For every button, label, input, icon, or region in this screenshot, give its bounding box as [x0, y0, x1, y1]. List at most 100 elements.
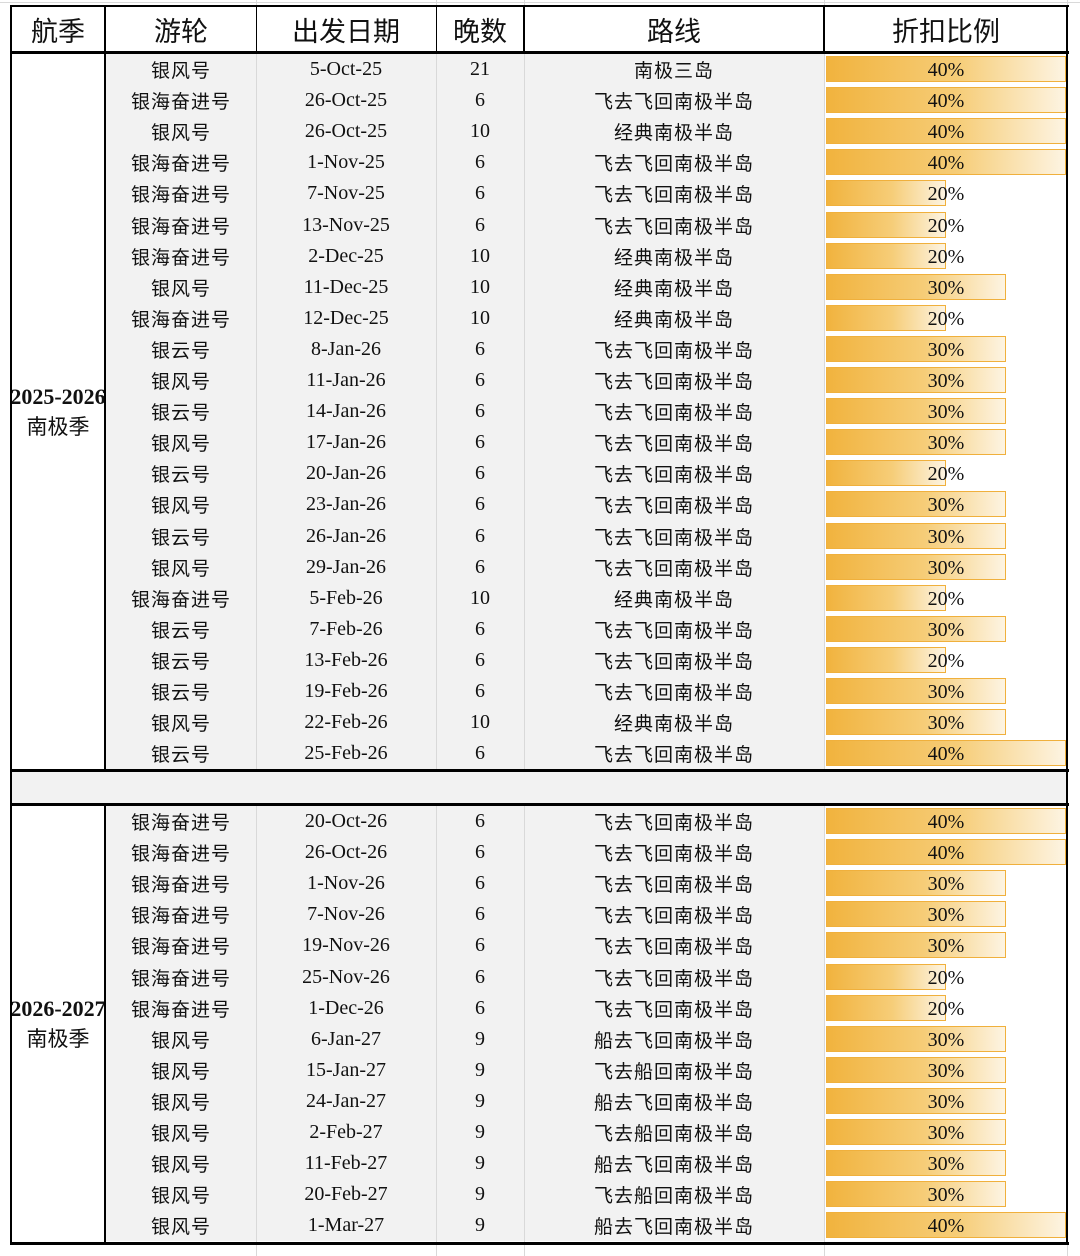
discount-bar: [826, 491, 1006, 518]
cell-route: 船去飞回南极半岛: [593, 1029, 754, 1052]
cell-ship: 银风号: [150, 122, 211, 145]
grid-line: [524, 0, 525, 1256]
cell-ship: 银海奋进号: [130, 91, 231, 114]
cell-ship: 银风号: [150, 1185, 211, 1208]
cell-route: 经典南极半岛: [613, 308, 734, 331]
cell-ship: 银海奋进号: [130, 308, 231, 331]
cell-ship: 银风号: [150, 1123, 211, 1146]
cell-nights: 6: [475, 617, 485, 640]
cell-nights: 9: [475, 1121, 485, 1144]
discount-value: 30%: [927, 276, 965, 299]
cell-ship: 银风号: [150, 713, 211, 736]
cell-route: 飞去飞回南极半岛: [593, 905, 754, 928]
header-ship: 游轮: [154, 16, 208, 48]
discount-bar: [826, 678, 1006, 705]
cell-nights: 6: [475, 369, 485, 392]
cell-nights: 6: [475, 182, 485, 205]
table-border: [10, 5, 1069, 7]
discount-bar: [826, 211, 946, 238]
cell-date: 22-Feb-26: [304, 711, 388, 734]
cell-route: 飞去飞回南极半岛: [593, 153, 754, 176]
grid-line: [436, 0, 437, 1256]
discount-value: 20%: [927, 214, 965, 237]
discount-value: 20%: [927, 245, 965, 268]
cell-nights: 9: [475, 1152, 485, 1175]
discount-value: 40%: [927, 90, 965, 113]
discount-bar: [826, 584, 946, 611]
cell-route: 飞去飞回南极半岛: [593, 936, 754, 959]
cell-ship: 银海奋进号: [130, 812, 231, 835]
cell-route: 飞去飞回南极半岛: [593, 682, 754, 705]
discount-bar: [826, 646, 946, 673]
cell-date: 25-Nov-26: [302, 965, 390, 988]
cell-nights: 9: [475, 1214, 485, 1237]
discount-bar: [826, 56, 1066, 83]
data-area-shade: [106, 54, 824, 770]
discount-value: 30%: [927, 432, 965, 455]
cell-ship: 银风号: [150, 1060, 211, 1083]
discount-bar: [826, 242, 946, 269]
cell-ship: 银风号: [150, 1029, 211, 1052]
cell-nights: 10: [470, 120, 490, 143]
discount-value: 30%: [927, 494, 965, 517]
discount-value: 30%: [927, 338, 965, 361]
cell-date: 11-Dec-25: [303, 275, 389, 298]
cell-ship: 银云号: [150, 744, 211, 767]
table-border: [104, 5, 106, 772]
cell-nights: 6: [475, 841, 485, 864]
cell-ship: 银海奋进号: [130, 215, 231, 238]
discount-bar: [826, 335, 1006, 362]
discount-bar: [826, 870, 1006, 897]
header-nights: 晚数: [453, 16, 507, 48]
cell-ship: 银海奋进号: [130, 843, 231, 866]
cell-ship: 银风号: [150, 433, 211, 456]
cell-nights: 6: [475, 89, 485, 112]
discount-bar: [826, 740, 1066, 767]
cell-route: 飞去飞回南极半岛: [593, 433, 754, 456]
cell-date: 11-Jan-26: [306, 369, 386, 392]
discount-value: 20%: [927, 966, 965, 989]
discount-bar: [826, 1119, 1006, 1146]
cell-nights: 6: [475, 431, 485, 454]
discount-value: 40%: [927, 152, 965, 175]
discount-value: 30%: [927, 525, 965, 548]
cell-nights: 10: [470, 586, 490, 609]
season-label: 2026-2027 南极季: [10, 806, 106, 1241]
cell-nights: 10: [470, 275, 490, 298]
cell-route: 飞去飞回南极半岛: [593, 495, 754, 518]
season-name: 南极季: [26, 414, 90, 439]
cell-nights: 6: [475, 965, 485, 988]
discount-value: 30%: [927, 904, 965, 927]
discount-bar: [826, 994, 946, 1021]
cell-route: 飞去飞回南极半岛: [593, 843, 754, 866]
cell-nights: 6: [475, 680, 485, 703]
discount-value: 30%: [927, 1153, 965, 1176]
cell-date: 5-Feb-26: [309, 586, 383, 609]
cell-ship: 银海奋进号: [130, 936, 231, 959]
discount-bar: [826, 1056, 1006, 1083]
discount-bar: [826, 1025, 1006, 1052]
discount-value: 30%: [927, 681, 965, 704]
cell-ship: 银云号: [150, 339, 211, 362]
cell-route: 经典南极半岛: [613, 713, 734, 736]
cell-ship: 银海奋进号: [130, 967, 231, 990]
cell-route: 飞去飞回南极半岛: [593, 402, 754, 425]
discount-bar: [826, 839, 1066, 866]
cell-ship: 银云号: [150, 650, 211, 673]
cell-route: 飞去飞回南极半岛: [593, 812, 754, 835]
cell-nights: 21: [470, 58, 490, 81]
cell-route: 飞去船回南极半岛: [593, 1060, 754, 1083]
discount-value: 30%: [927, 1090, 965, 1113]
table-border: [256, 5, 257, 53]
cell-date: 7-Nov-26: [307, 903, 385, 926]
cell-date: 13-Nov-25: [302, 213, 390, 236]
cell-ship: 银风号: [150, 277, 211, 300]
cell-date: 2-Feb-27: [309, 1121, 383, 1144]
discount-bar: [826, 615, 1006, 642]
data-area-shade: [106, 806, 824, 1242]
cell-ship: 银海奋进号: [130, 998, 231, 1021]
cell-date: 26-Jan-26: [306, 524, 386, 547]
cell-route: 飞去飞回南极半岛: [593, 339, 754, 362]
discount-bar: [826, 553, 1006, 580]
discount-value: 30%: [927, 712, 965, 735]
